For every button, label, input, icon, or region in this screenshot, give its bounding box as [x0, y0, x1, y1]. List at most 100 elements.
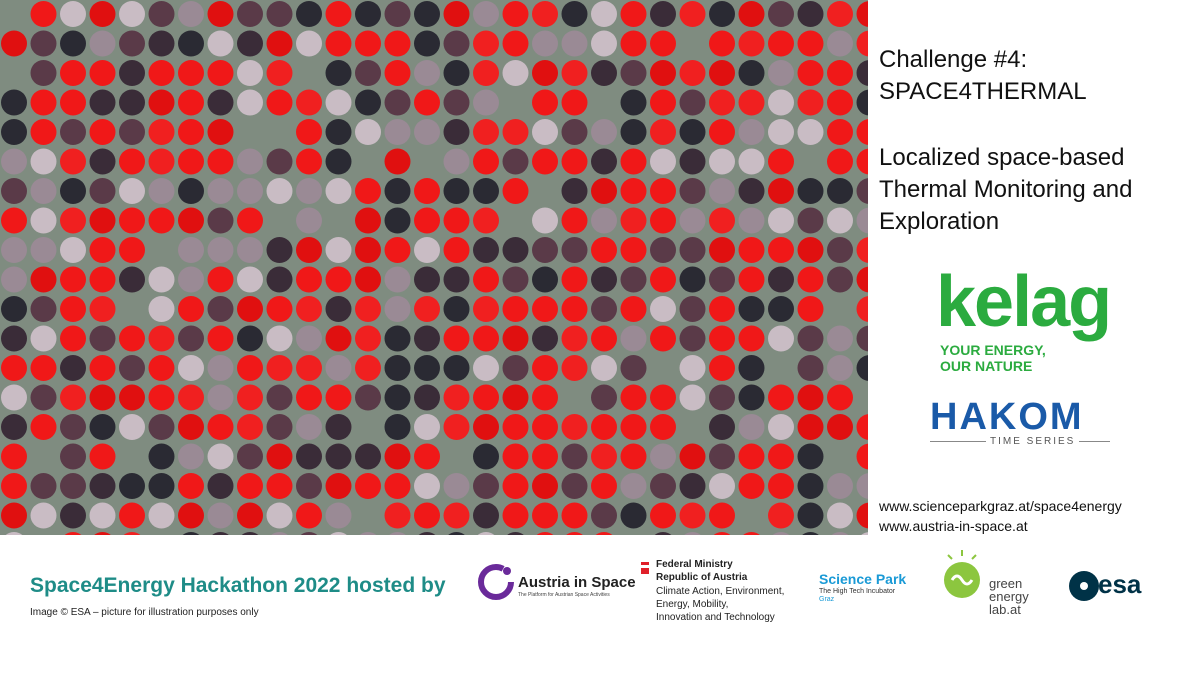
field-circle — [709, 266, 735, 293]
field-circle — [650, 178, 676, 204]
field-circle — [532, 148, 558, 175]
ministry-line: Republic of Austria — [656, 572, 748, 583]
field-circle — [271, 532, 288, 535]
field-circle — [502, 60, 529, 86]
link[interactable]: www.austria-in-space.at — [879, 518, 1028, 534]
field-circle — [591, 207, 617, 234]
field-circle — [561, 148, 588, 175]
field-circle — [355, 443, 381, 470]
link[interactable]: www.scienceparkgraz.at/space4energy — [879, 498, 1122, 514]
field-circle — [237, 207, 263, 234]
field-circle — [237, 30, 263, 57]
field-circle — [827, 1, 853, 27]
field-circle — [237, 443, 263, 470]
field-circle — [296, 119, 322, 145]
field-circle — [650, 89, 676, 116]
field-circle — [738, 473, 765, 499]
science-park-tagline: Graz — [819, 596, 835, 603]
field-circle — [738, 384, 765, 411]
field-circle — [768, 443, 794, 470]
field-circle — [856, 355, 868, 381]
field-circle — [679, 384, 706, 411]
challenge-description: Exploration — [879, 208, 1000, 235]
field-circle — [502, 502, 529, 529]
field-circle — [207, 148, 234, 175]
field-circle — [384, 443, 411, 470]
field-circle — [1, 443, 27, 470]
field-circle — [60, 296, 86, 322]
field-circle — [384, 1, 411, 27]
field-circle — [30, 1, 57, 27]
field-circle — [738, 325, 765, 352]
field-circle — [30, 414, 57, 440]
field-circle — [296, 355, 322, 381]
field-circle — [355, 1, 381, 27]
field-circle — [620, 207, 647, 234]
field-circle — [591, 384, 617, 411]
field-circle — [60, 443, 86, 470]
field-circle — [325, 443, 352, 470]
field-circle — [355, 178, 381, 204]
field-circle — [60, 207, 86, 234]
field-circle — [237, 89, 263, 116]
icon-dot — [1080, 582, 1088, 590]
field-circle — [797, 30, 824, 57]
image-credit: Image © ESA – picture for illustration p… — [30, 607, 259, 618]
field-circle — [768, 178, 794, 204]
field-circle — [532, 325, 558, 352]
field-circle — [237, 355, 263, 381]
field-circle — [384, 237, 411, 263]
field-circle — [1, 473, 27, 499]
field-circle — [738, 443, 765, 470]
field-circle — [856, 148, 868, 175]
field-circle — [207, 60, 234, 86]
field-circle — [827, 384, 853, 411]
field-circle — [738, 60, 765, 86]
field-circle — [60, 473, 86, 499]
field-circle — [443, 266, 470, 293]
field-circle — [119, 1, 145, 27]
field-circle — [89, 89, 116, 116]
field-circle — [532, 207, 558, 234]
field-circle — [473, 502, 499, 529]
field-circle — [620, 325, 647, 352]
field-circle — [414, 207, 440, 234]
field-circle — [1, 384, 27, 411]
field-circle — [355, 119, 381, 145]
field-circle — [473, 30, 499, 57]
field-circle — [856, 60, 868, 86]
field-circle — [738, 178, 765, 204]
field-circle — [473, 355, 499, 381]
field-circle — [296, 266, 322, 293]
field-circle — [355, 30, 381, 57]
field-circle — [30, 30, 57, 57]
field-circle — [148, 207, 175, 234]
field-circle — [325, 355, 352, 381]
field-circle — [620, 473, 647, 499]
field-circle — [325, 384, 352, 411]
field-circle — [768, 89, 794, 116]
field-circle — [241, 532, 259, 535]
field-circle — [532, 384, 558, 411]
field-circle — [768, 325, 794, 352]
field-circle — [856, 502, 868, 529]
field-circle — [414, 443, 440, 470]
field-circle — [591, 325, 617, 352]
field-circle — [119, 237, 145, 263]
field-circle — [856, 325, 868, 352]
field-circle — [300, 532, 318, 535]
field-circle — [768, 148, 794, 175]
field-circle — [1, 502, 27, 529]
field-circle — [532, 502, 558, 529]
field-circle — [355, 325, 381, 352]
field-circle — [502, 178, 529, 204]
field-circle — [119, 414, 145, 440]
field-circle — [679, 89, 706, 116]
field-circle — [768, 1, 794, 27]
field-circle — [325, 30, 352, 57]
field-circle — [532, 443, 558, 470]
field-circle — [861, 532, 868, 535]
field-circle — [296, 89, 322, 116]
field-circle — [60, 89, 86, 116]
field-circle — [89, 443, 116, 470]
